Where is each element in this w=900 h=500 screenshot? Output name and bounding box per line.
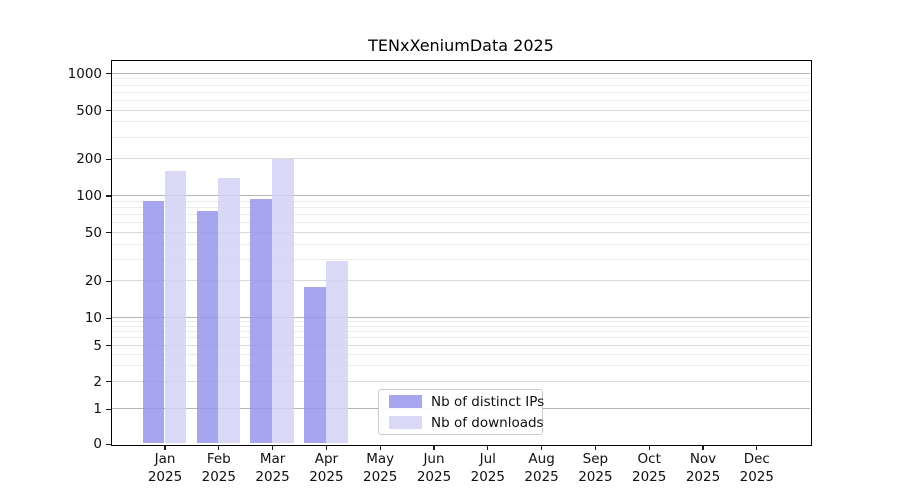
gridline: [111, 280, 810, 282]
y-tick: [106, 443, 111, 445]
minor-gridline: [111, 206, 810, 208]
legend-swatch-downloads: [389, 416, 422, 429]
x-tick: [756, 446, 758, 450]
bar-jan-distinct-ips: [142, 201, 165, 444]
x-tick-label: Nov 2025: [685, 451, 721, 485]
y-tick-label: 1000: [67, 65, 102, 82]
minor-gridline: [111, 331, 810, 333]
gridline: [111, 158, 810, 160]
y-tick: [106, 73, 111, 75]
minor-gridline: [111, 99, 810, 101]
x-tick-label: Dec 2025: [739, 451, 774, 485]
y-tick: [106, 195, 111, 197]
minor-gridline: [111, 321, 810, 323]
x-tick-label: Jan 2025: [147, 451, 183, 485]
x-tick: [218, 446, 220, 450]
minor-gridline: [111, 78, 810, 80]
minor-gridline: [111, 353, 810, 355]
x-tick-label: Oct 2025: [632, 451, 667, 485]
plot-area: [110, 59, 812, 446]
minor-gridline: [111, 243, 810, 245]
x-tick: [702, 446, 704, 450]
x-tick: [648, 446, 650, 450]
legend-item: Nb of downloads: [389, 415, 544, 431]
gridline: [111, 344, 810, 346]
minor-gridline: [111, 364, 810, 366]
bar-apr-distinct-ips: [304, 286, 326, 444]
legend-label-downloads: Nb of downloads: [431, 414, 544, 431]
y-tick: [106, 381, 111, 383]
gridline: [111, 195, 810, 196]
minor-gridline: [111, 84, 810, 86]
minor-gridline: [111, 258, 810, 260]
x-tick-label: Sep 2025: [578, 451, 613, 485]
x-tick: [487, 446, 489, 450]
bar-feb-distinct-ips: [196, 210, 219, 444]
x-tick: [325, 446, 327, 450]
legend-swatch-ips: [389, 395, 422, 408]
x-tick-label: Feb 2025: [201, 451, 236, 485]
x-tick: [164, 446, 166, 450]
x-tick-label: Mar 2025: [255, 451, 290, 485]
legend-label-ips: Nb of distinct IPs: [431, 393, 545, 410]
bar-jan-downloads: [164, 171, 187, 444]
bar-mar-downloads: [272, 159, 294, 444]
x-tick: [433, 446, 435, 450]
minor-gridline: [111, 326, 810, 328]
y-tick-label: 2: [93, 373, 102, 390]
y-tick-label: 5: [93, 337, 102, 354]
chart-title: TENxXeniumData 2025: [368, 36, 554, 55]
y-tick-label: 500: [76, 102, 102, 119]
x-tick-label: Aug 2025: [524, 451, 559, 485]
y-tick-label: 50: [84, 224, 102, 241]
minor-gridline: [111, 337, 810, 339]
y-tick: [106, 232, 111, 234]
legend-item: Nb of distinct IPs: [389, 394, 544, 410]
y-tick: [106, 345, 111, 347]
minor-gridline: [111, 213, 810, 215]
y-tick: [106, 408, 111, 410]
minor-gridline: [111, 222, 810, 224]
x-tick: [379, 446, 381, 450]
y-tick-label: 10: [84, 310, 102, 327]
y-tick-label: 0: [93, 436, 102, 453]
x-tick-label: Apr 2025: [309, 451, 344, 485]
gridline: [111, 317, 810, 319]
x-tick: [541, 446, 543, 450]
y-tick: [106, 109, 111, 112]
legend: Nb of distinct IPs Nb of downloads: [378, 389, 544, 435]
gridline: [111, 380, 810, 382]
y-tick-label: 100: [76, 188, 102, 204]
gridline: [111, 109, 810, 111]
minor-gridline: [111, 200, 810, 202]
bar-apr-downloads: [325, 261, 348, 444]
gridline: [111, 72, 810, 74]
y-tick: [106, 158, 111, 160]
y-tick-label: 20: [84, 273, 102, 290]
y-tick-label: 200: [76, 151, 102, 168]
x-tick: [272, 446, 274, 450]
x-tick: [594, 446, 596, 450]
minor-gridline: [111, 91, 810, 93]
bar-mar-distinct-ips: [250, 199, 273, 444]
y-tick-label: 1: [93, 401, 102, 418]
x-tick-label: Jul 2025: [470, 451, 505, 485]
minor-gridline: [111, 121, 810, 123]
gridline: [111, 231, 810, 233]
x-tick-label: Jun 2025: [416, 451, 452, 485]
minor-gridline: [111, 136, 810, 138]
y-tick: [106, 280, 111, 283]
x-tick-label: May 2025: [363, 451, 398, 485]
bar-feb-downloads: [218, 177, 240, 444]
y-tick: [106, 317, 111, 319]
